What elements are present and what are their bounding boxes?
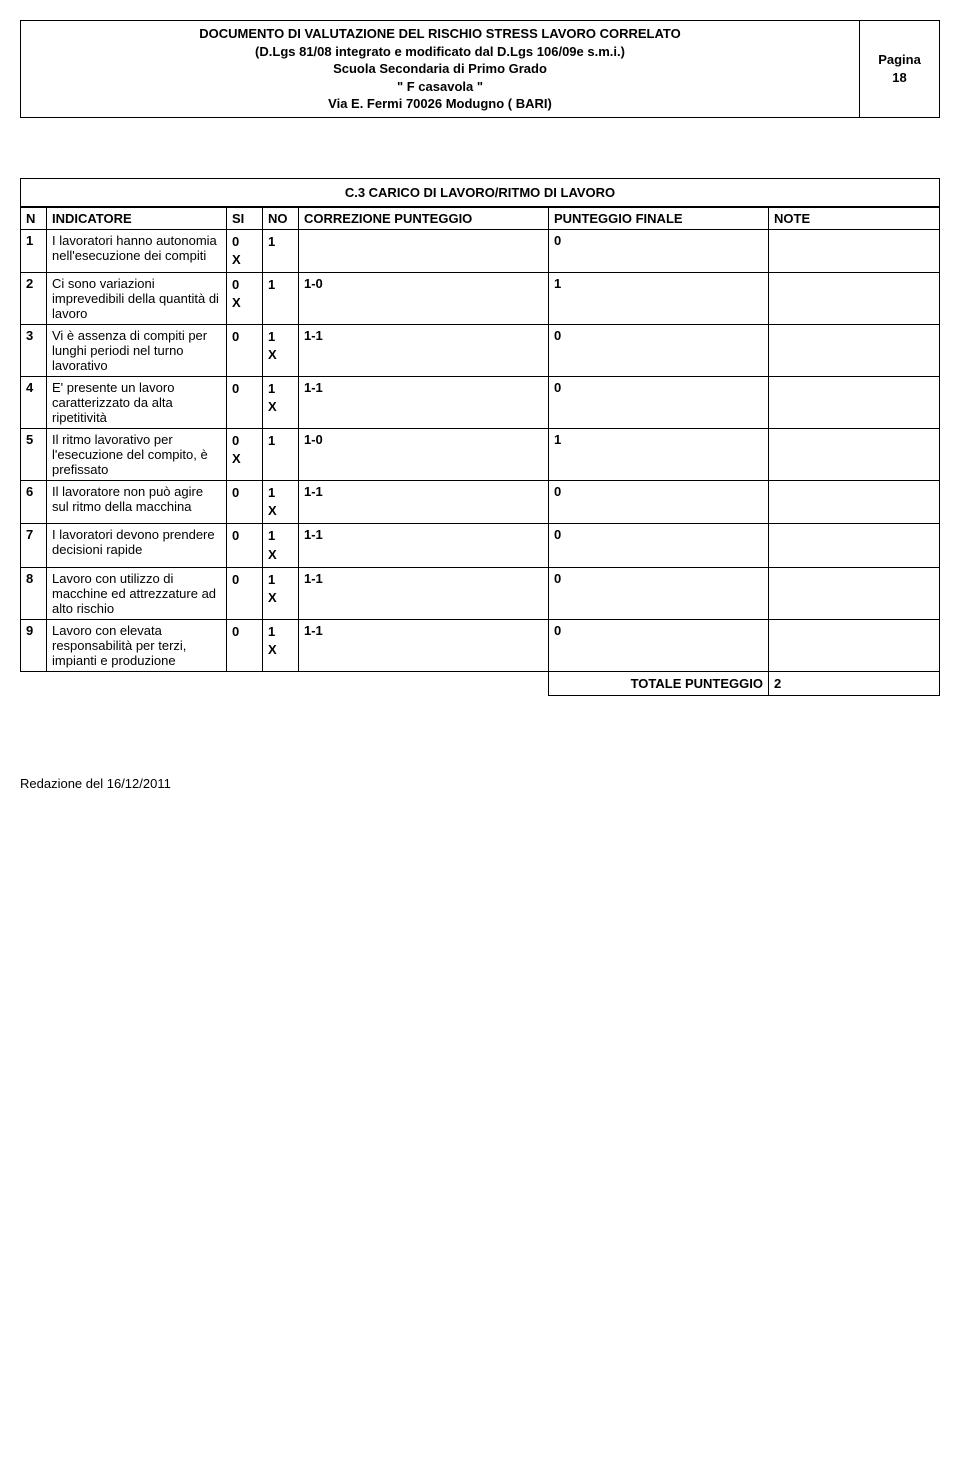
row-no: 1X bbox=[263, 481, 299, 524]
row-note bbox=[769, 273, 940, 325]
main-table: C.3 CARICO DI LAVORO/RITMO DI LAVORO N I… bbox=[20, 178, 940, 696]
col-correzione-header: CORREZIONE PUNTEGGIO bbox=[299, 207, 549, 229]
row-note bbox=[769, 377, 940, 429]
table-row: 5 Il ritmo lavorativo per l'esecuzione d… bbox=[21, 429, 940, 481]
row-si: 0 bbox=[227, 567, 263, 619]
table-row: 7 I lavoratori devono prendere decisioni… bbox=[21, 524, 940, 567]
row-si: 0 bbox=[227, 325, 263, 377]
row-indicatore: Lavoro con utilizzo di macchine ed attre… bbox=[47, 567, 227, 619]
row-note bbox=[769, 325, 940, 377]
row-n: 9 bbox=[21, 619, 47, 671]
row-si: 0X bbox=[227, 429, 263, 481]
row-si: 0X bbox=[227, 273, 263, 325]
row-no: 1 bbox=[263, 429, 299, 481]
row-no: 1 bbox=[263, 273, 299, 325]
row-note bbox=[769, 229, 940, 272]
row-indicatore: I lavoratori hanno autonomia nell'esecuz… bbox=[47, 229, 227, 272]
row-finale: 0 bbox=[549, 229, 769, 272]
row-si: 0 bbox=[227, 481, 263, 524]
table-row: 4 E' presente un lavoro caratterizzato d… bbox=[21, 377, 940, 429]
row-n: 8 bbox=[21, 567, 47, 619]
table-row: 9 Lavoro con elevata responsabilità per … bbox=[21, 619, 940, 671]
table-row: 3 Vi è assenza di compiti per lunghi per… bbox=[21, 325, 940, 377]
row-correzione: 1-1 bbox=[299, 524, 549, 567]
row-correzione: 1-0 bbox=[299, 273, 549, 325]
row-si: 0 bbox=[227, 377, 263, 429]
row-note bbox=[769, 524, 940, 567]
page-label: Pagina bbox=[868, 51, 931, 69]
table-header-row: N INDICATORE SI NO CORREZIONE PUNTEGGIO … bbox=[21, 207, 940, 229]
total-row: TOTALE PUNTEGGIO 2 bbox=[21, 671, 940, 695]
row-finale: 0 bbox=[549, 524, 769, 567]
row-finale: 0 bbox=[549, 377, 769, 429]
row-correzione: 1-0 bbox=[299, 429, 549, 481]
row-si: 0X bbox=[227, 229, 263, 272]
row-note bbox=[769, 429, 940, 481]
row-correzione: 1-1 bbox=[299, 481, 549, 524]
row-n: 1 bbox=[21, 229, 47, 272]
row-no: 1X bbox=[263, 377, 299, 429]
row-correzione bbox=[299, 229, 549, 272]
row-n: 2 bbox=[21, 273, 47, 325]
row-finale: 0 bbox=[549, 325, 769, 377]
total-label: TOTALE PUNTEGGIO bbox=[549, 671, 769, 695]
total-value: 2 bbox=[769, 671, 940, 695]
col-si-header: SI bbox=[227, 207, 263, 229]
row-correzione: 1-1 bbox=[299, 325, 549, 377]
table-row: 6 Il lavoratore non può agire sul ritmo … bbox=[21, 481, 940, 524]
row-n: 6 bbox=[21, 481, 47, 524]
row-indicatore: Ci sono variazioni imprevedibili della q… bbox=[47, 273, 227, 325]
header-right-cell: Pagina 18 bbox=[860, 21, 940, 118]
row-indicatore: Il ritmo lavorativo per l'esecuzione del… bbox=[47, 429, 227, 481]
row-si: 0 bbox=[227, 524, 263, 567]
page-number: 18 bbox=[868, 69, 931, 87]
row-indicatore: Vi è assenza di compiti per lunghi perio… bbox=[47, 325, 227, 377]
header-left-cell: DOCUMENTO DI VALUTAZIONE DEL RISCHIO STR… bbox=[21, 21, 860, 118]
row-indicatore: Lavoro con elevata responsabilità per te… bbox=[47, 619, 227, 671]
row-no: 1 bbox=[263, 229, 299, 272]
row-finale: 1 bbox=[549, 273, 769, 325]
col-note-header: NOTE bbox=[769, 207, 940, 229]
row-indicatore: E' presente un lavoro caratterizzato da … bbox=[47, 377, 227, 429]
table-row: 2 Ci sono variazioni imprevedibili della… bbox=[21, 273, 940, 325]
row-n: 4 bbox=[21, 377, 47, 429]
header-line1: DOCUMENTO DI VALUTAZIONE DEL RISCHIO STR… bbox=[29, 25, 851, 43]
row-indicatore: I lavoratori devono prendere decisioni r… bbox=[47, 524, 227, 567]
row-no: 1X bbox=[263, 325, 299, 377]
table-row: 8 Lavoro con utilizzo di macchine ed att… bbox=[21, 567, 940, 619]
col-no-header: NO bbox=[263, 207, 299, 229]
row-finale: 1 bbox=[549, 429, 769, 481]
row-correzione: 1-1 bbox=[299, 619, 549, 671]
row-correzione: 1-1 bbox=[299, 567, 549, 619]
row-finale: 0 bbox=[549, 481, 769, 524]
row-indicatore: Il lavoratore non può agire sul ritmo de… bbox=[47, 481, 227, 524]
header-line5: Via E. Fermi 70026 Modugno ( BARI) bbox=[29, 95, 851, 113]
col-indicatore-header: INDICATORE bbox=[47, 207, 227, 229]
row-no: 1X bbox=[263, 567, 299, 619]
row-note bbox=[769, 567, 940, 619]
section-title: C.3 CARICO DI LAVORO/RITMO DI LAVORO bbox=[21, 178, 940, 206]
header-line2: (D.Lgs 81/08 integrato e modificato dal … bbox=[29, 43, 851, 61]
row-si: 0 bbox=[227, 619, 263, 671]
header-line4: " F casavola " bbox=[29, 78, 851, 96]
row-finale: 0 bbox=[549, 567, 769, 619]
row-n: 5 bbox=[21, 429, 47, 481]
header-line3: Scuola Secondaria di Primo Grado bbox=[29, 60, 851, 78]
header-table: DOCUMENTO DI VALUTAZIONE DEL RISCHIO STR… bbox=[20, 20, 940, 118]
row-correzione: 1-1 bbox=[299, 377, 549, 429]
row-finale: 0 bbox=[549, 619, 769, 671]
footer-text: Redazione del 16/12/2011 bbox=[20, 776, 940, 791]
row-n: 7 bbox=[21, 524, 47, 567]
row-note bbox=[769, 481, 940, 524]
col-n-header: N bbox=[21, 207, 47, 229]
row-n: 3 bbox=[21, 325, 47, 377]
col-finale-header: PUNTEGGIO FINALE bbox=[549, 207, 769, 229]
row-no: 1X bbox=[263, 619, 299, 671]
row-no: 1X bbox=[263, 524, 299, 567]
row-note bbox=[769, 619, 940, 671]
table-row: 1 I lavoratori hanno autonomia nell'esec… bbox=[21, 229, 940, 272]
